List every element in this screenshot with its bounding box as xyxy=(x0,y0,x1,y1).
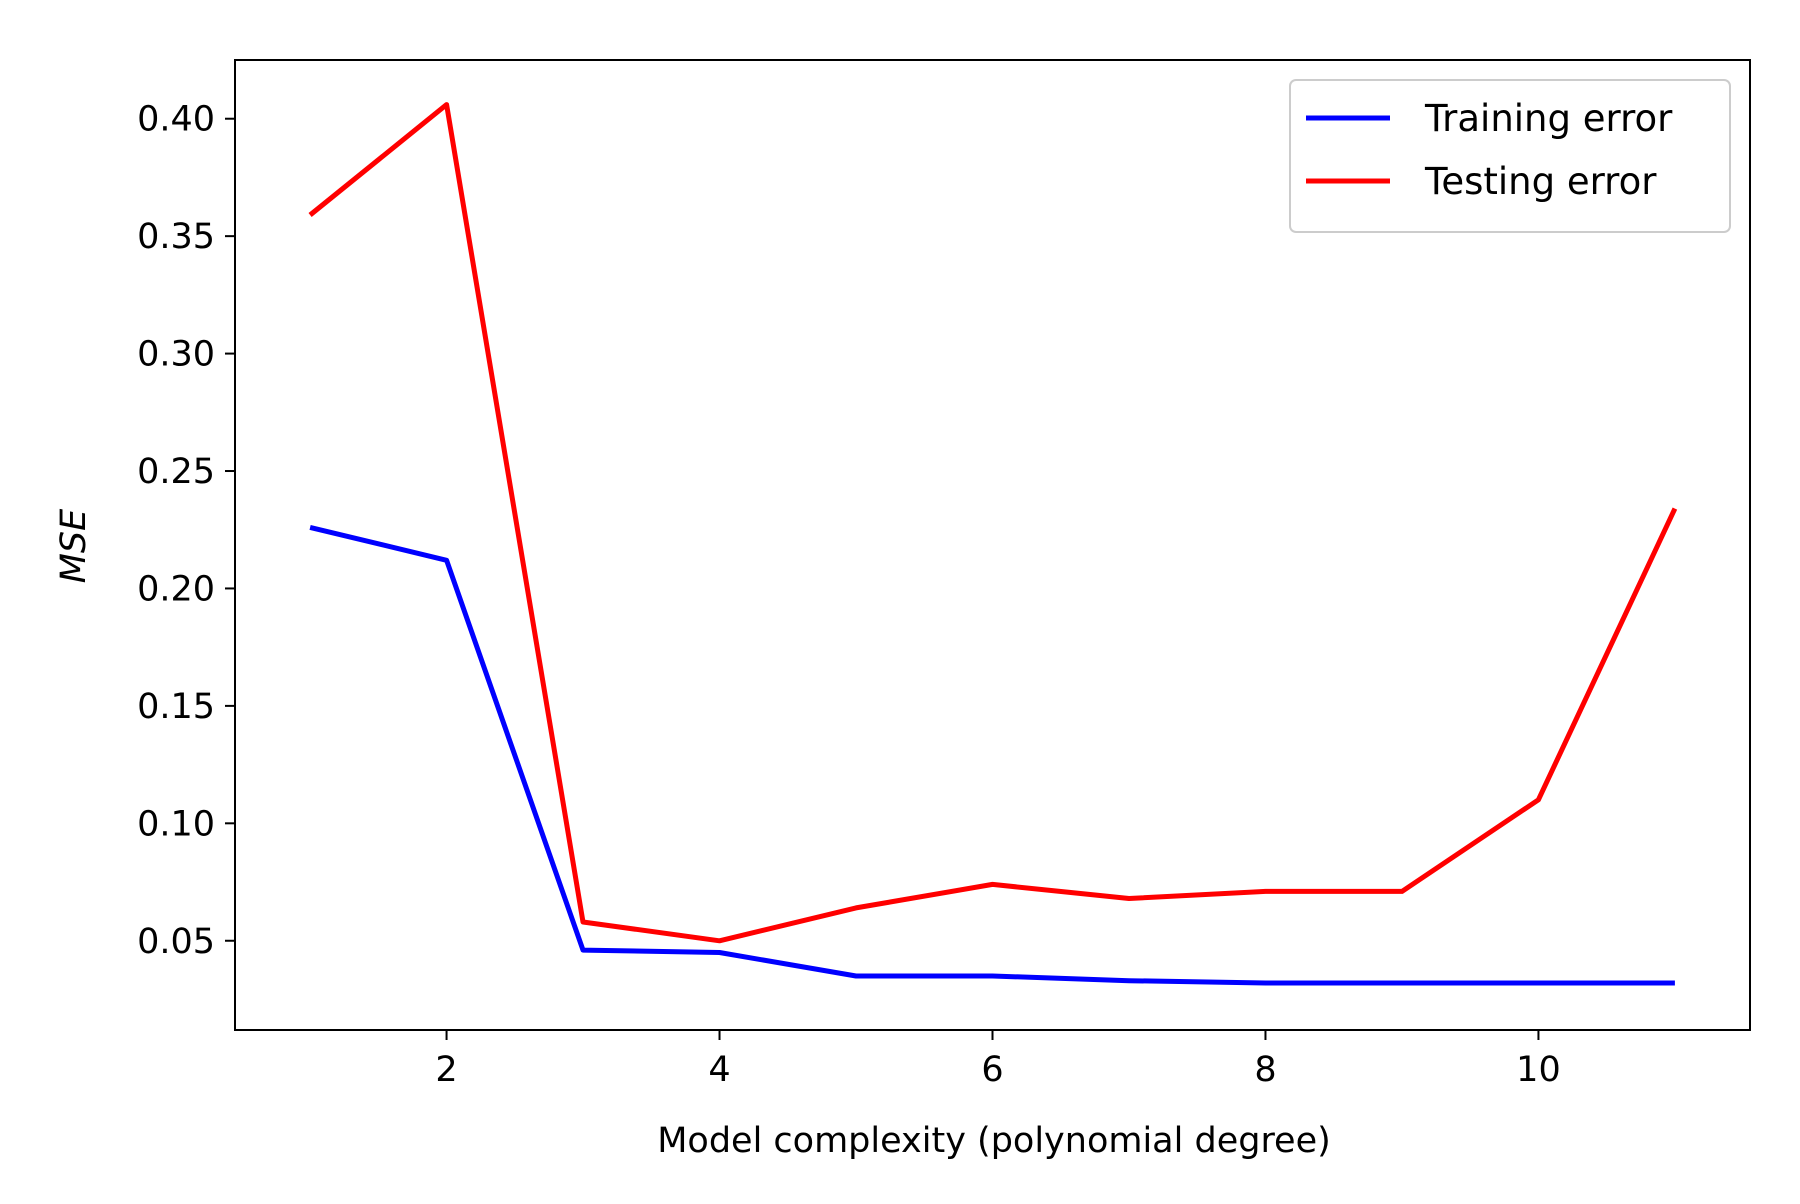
x-tick-label: 8 xyxy=(1254,1050,1276,1090)
series-layer xyxy=(308,102,1678,986)
y-tick-label: 0.15 xyxy=(137,687,215,727)
x-tick-label: 4 xyxy=(708,1050,730,1090)
testing-error-line xyxy=(308,102,1678,944)
y-tick-label: 0.05 xyxy=(137,922,215,962)
y-axis-label: MSE xyxy=(54,508,94,583)
y-tick-label: 0.40 xyxy=(137,100,215,140)
y-tick-label: 0.20 xyxy=(137,569,215,609)
legend-label-training-error: Training error xyxy=(1424,97,1673,140)
x-axis-ticks: 2 4 6 8 10 xyxy=(435,1030,1561,1090)
legend: Training error Testing error xyxy=(1289,79,1731,233)
y-tick-label: 0.25 xyxy=(137,452,215,492)
y-tick-label: 0.10 xyxy=(137,804,215,844)
legend-label-testing-error: Testing error xyxy=(1424,160,1657,203)
y-axis-ticks: 0.05 0.10 0.15 0.20 0.25 0.30 0.35 0.40 xyxy=(137,100,235,962)
x-tick-label: 2 xyxy=(435,1050,457,1090)
x-tick-label: 6 xyxy=(981,1050,1003,1090)
y-tick-label: 0.35 xyxy=(137,217,215,257)
legend-box xyxy=(1289,79,1731,233)
y-tick-label: 0.30 xyxy=(137,335,215,375)
training-error-line xyxy=(309,524,1675,986)
x-tick-label: 10 xyxy=(1516,1050,1561,1090)
x-axis-label: Model complexity (polynomial degree) xyxy=(657,1121,1331,1161)
